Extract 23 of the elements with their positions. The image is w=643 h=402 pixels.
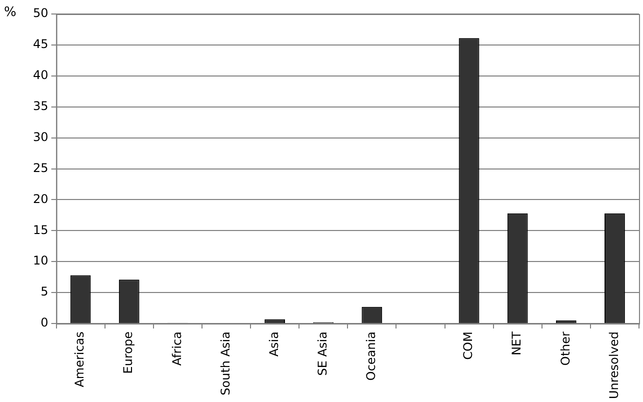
x-tick-label: South Asia: [218, 332, 232, 396]
y-tick-label: 10: [32, 254, 48, 268]
x-tick-label: Oceania: [364, 332, 378, 381]
y-tick-label: 45: [32, 37, 48, 52]
x-tick-label: Unresolved: [606, 332, 621, 400]
y-tick-label: 15: [32, 222, 48, 237]
y-axis-title: %: [4, 4, 16, 20]
y-tick-label: 40: [32, 68, 48, 82]
y-tick-label: 0: [40, 316, 48, 330]
y-tick-label: 5: [40, 284, 48, 299]
x-tick-label: Africa: [170, 332, 184, 366]
x-tick-label: NET: [510, 330, 524, 356]
x-tick-label: SE Asia: [315, 332, 330, 376]
x-tick-label: COM: [461, 332, 476, 360]
x-tick-label: Europe: [121, 332, 136, 374]
x-tick-label: Other: [558, 331, 572, 366]
y-tick-label: 20: [32, 192, 48, 206]
y-tick-label: 50: [32, 6, 48, 20]
y-tick-label: 30: [32, 130, 48, 144]
x-tick-label: Americas: [72, 332, 87, 388]
y-tick-label: 35: [32, 98, 48, 113]
x-tick-label: Asia: [266, 332, 281, 357]
y-tick-label: 25: [32, 160, 48, 175]
